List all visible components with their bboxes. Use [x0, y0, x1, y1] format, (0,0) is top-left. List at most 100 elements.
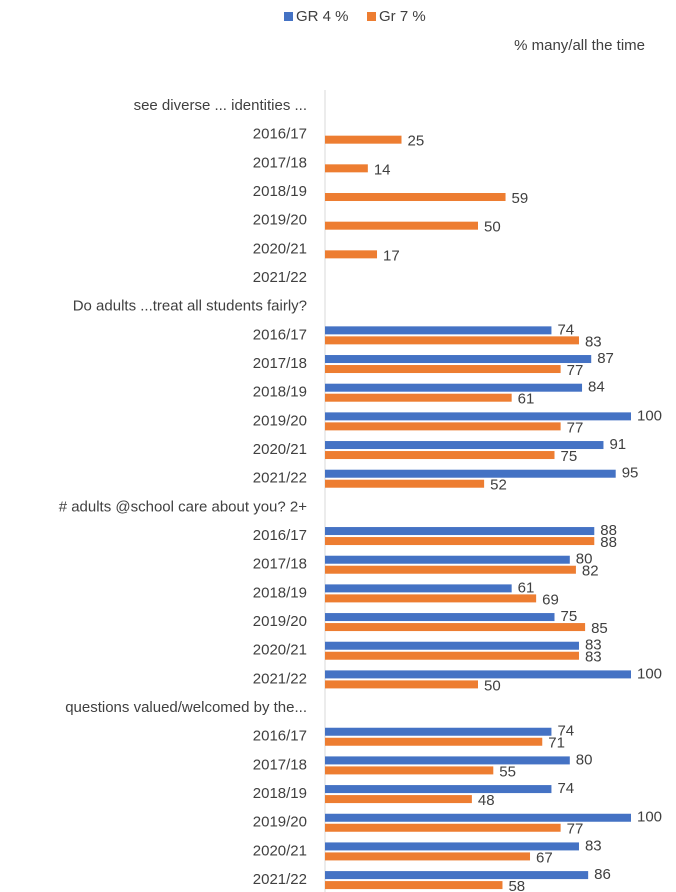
bar — [325, 852, 531, 861]
legend-label: GR 4 % — [296, 8, 349, 25]
data-label: 59 — [512, 190, 529, 207]
bar — [325, 766, 494, 775]
data-label: 83 — [585, 837, 602, 854]
bar — [325, 727, 552, 736]
bar — [325, 326, 552, 335]
bar — [325, 422, 561, 431]
bar — [325, 527, 595, 536]
data-label: 86 — [594, 866, 611, 883]
y-tick-label: 2017/18 — [253, 355, 307, 372]
data-label: 82 — [582, 563, 599, 580]
bar — [325, 479, 485, 488]
data-label: 87 — [597, 350, 614, 367]
y-tick-label: 2016/17 — [253, 126, 307, 143]
bar — [325, 881, 503, 890]
data-label: 85 — [591, 620, 608, 637]
bar — [325, 412, 631, 421]
bar — [325, 164, 368, 173]
data-label: 14 — [374, 161, 391, 178]
bar — [325, 680, 478, 689]
data-label: 77 — [567, 362, 584, 379]
data-label: 69 — [542, 591, 559, 608]
data-label: 91 — [609, 436, 626, 453]
data-label: 74 — [557, 321, 574, 338]
y-tick-label: 2021/22 — [253, 269, 307, 286]
data-label: 100 — [637, 809, 662, 826]
bar — [325, 355, 592, 364]
bar — [325, 584, 512, 593]
y-tick-label: 2021/22 — [253, 670, 307, 687]
data-label: 80 — [576, 551, 593, 568]
y-tick-label: 2017/18 — [253, 154, 307, 171]
bar — [325, 451, 555, 460]
data-label: 67 — [536, 849, 553, 866]
data-label: 84 — [588, 379, 605, 396]
bar — [325, 670, 631, 679]
bar — [325, 823, 561, 832]
data-label: 83 — [585, 649, 602, 666]
y-tick-label: 2019/20 — [253, 412, 307, 429]
bar — [325, 651, 579, 660]
y-tick-label: 2019/20 — [253, 814, 307, 831]
bar — [325, 441, 604, 450]
bar — [325, 813, 631, 822]
data-label: 61 — [518, 579, 535, 596]
bar — [325, 193, 506, 202]
bar — [325, 565, 576, 574]
y-tick-label: questions valued/welcomed by the... — [65, 699, 307, 716]
bar — [325, 135, 402, 144]
legend-swatch — [367, 12, 376, 21]
y-tick-label: 2017/18 — [253, 756, 307, 773]
bar — [325, 623, 586, 632]
data-label: 83 — [585, 637, 602, 654]
data-label: 100 — [637, 665, 662, 682]
data-label: 75 — [561, 608, 578, 625]
bar — [325, 469, 616, 478]
data-label: 52 — [490, 477, 507, 494]
data-label: 50 — [484, 219, 501, 236]
bar — [325, 365, 561, 374]
y-tick-label: 2021/22 — [253, 871, 307, 888]
bar — [325, 383, 583, 392]
data-label: 17 — [383, 247, 400, 264]
chart-subtitle: % many/all the time — [514, 37, 645, 54]
data-label: 100 — [637, 407, 662, 424]
bar — [325, 555, 570, 564]
bar — [325, 871, 589, 880]
y-tick-label: 2020/21 — [253, 441, 307, 458]
y-tick-label: 2019/20 — [253, 613, 307, 630]
y-tick-label: 2021/22 — [253, 470, 307, 487]
data-label: 50 — [484, 677, 501, 694]
y-tick-label: 2018/19 — [253, 183, 307, 200]
y-tick-label: 2020/21 — [253, 642, 307, 659]
legend-label: Gr 7 % — [379, 8, 426, 25]
y-tick-label: 2016/17 — [253, 728, 307, 745]
bar — [325, 250, 378, 259]
bar — [325, 336, 579, 345]
y-tick-label: Do adults ...treat all students fairly? — [73, 298, 307, 315]
bar — [325, 594, 537, 603]
data-label: 83 — [585, 333, 602, 350]
y-tick-label: 2016/17 — [253, 527, 307, 544]
bar — [325, 641, 579, 650]
bar — [325, 537, 595, 546]
bar — [325, 842, 579, 851]
data-label: 77 — [567, 821, 584, 838]
y-tick-label: 2018/19 — [253, 785, 307, 802]
bar — [325, 613, 555, 622]
y-tick-label: 2018/19 — [253, 584, 307, 601]
data-label: 88 — [600, 522, 617, 539]
data-label: 25 — [408, 133, 425, 150]
data-label: 88 — [600, 534, 617, 551]
data-label: 80 — [576, 751, 593, 768]
data-label: 55 — [499, 763, 516, 780]
y-tick-label: 2020/21 — [253, 842, 307, 859]
bar — [325, 221, 478, 230]
y-tick-label: see diverse ... identities ... — [134, 97, 307, 114]
data-label: 58 — [508, 878, 525, 892]
y-tick-label: 2016/17 — [253, 326, 307, 343]
y-tick-label: 2019/20 — [253, 212, 307, 229]
data-label: 71 — [548, 735, 565, 752]
data-label: 77 — [567, 419, 584, 436]
